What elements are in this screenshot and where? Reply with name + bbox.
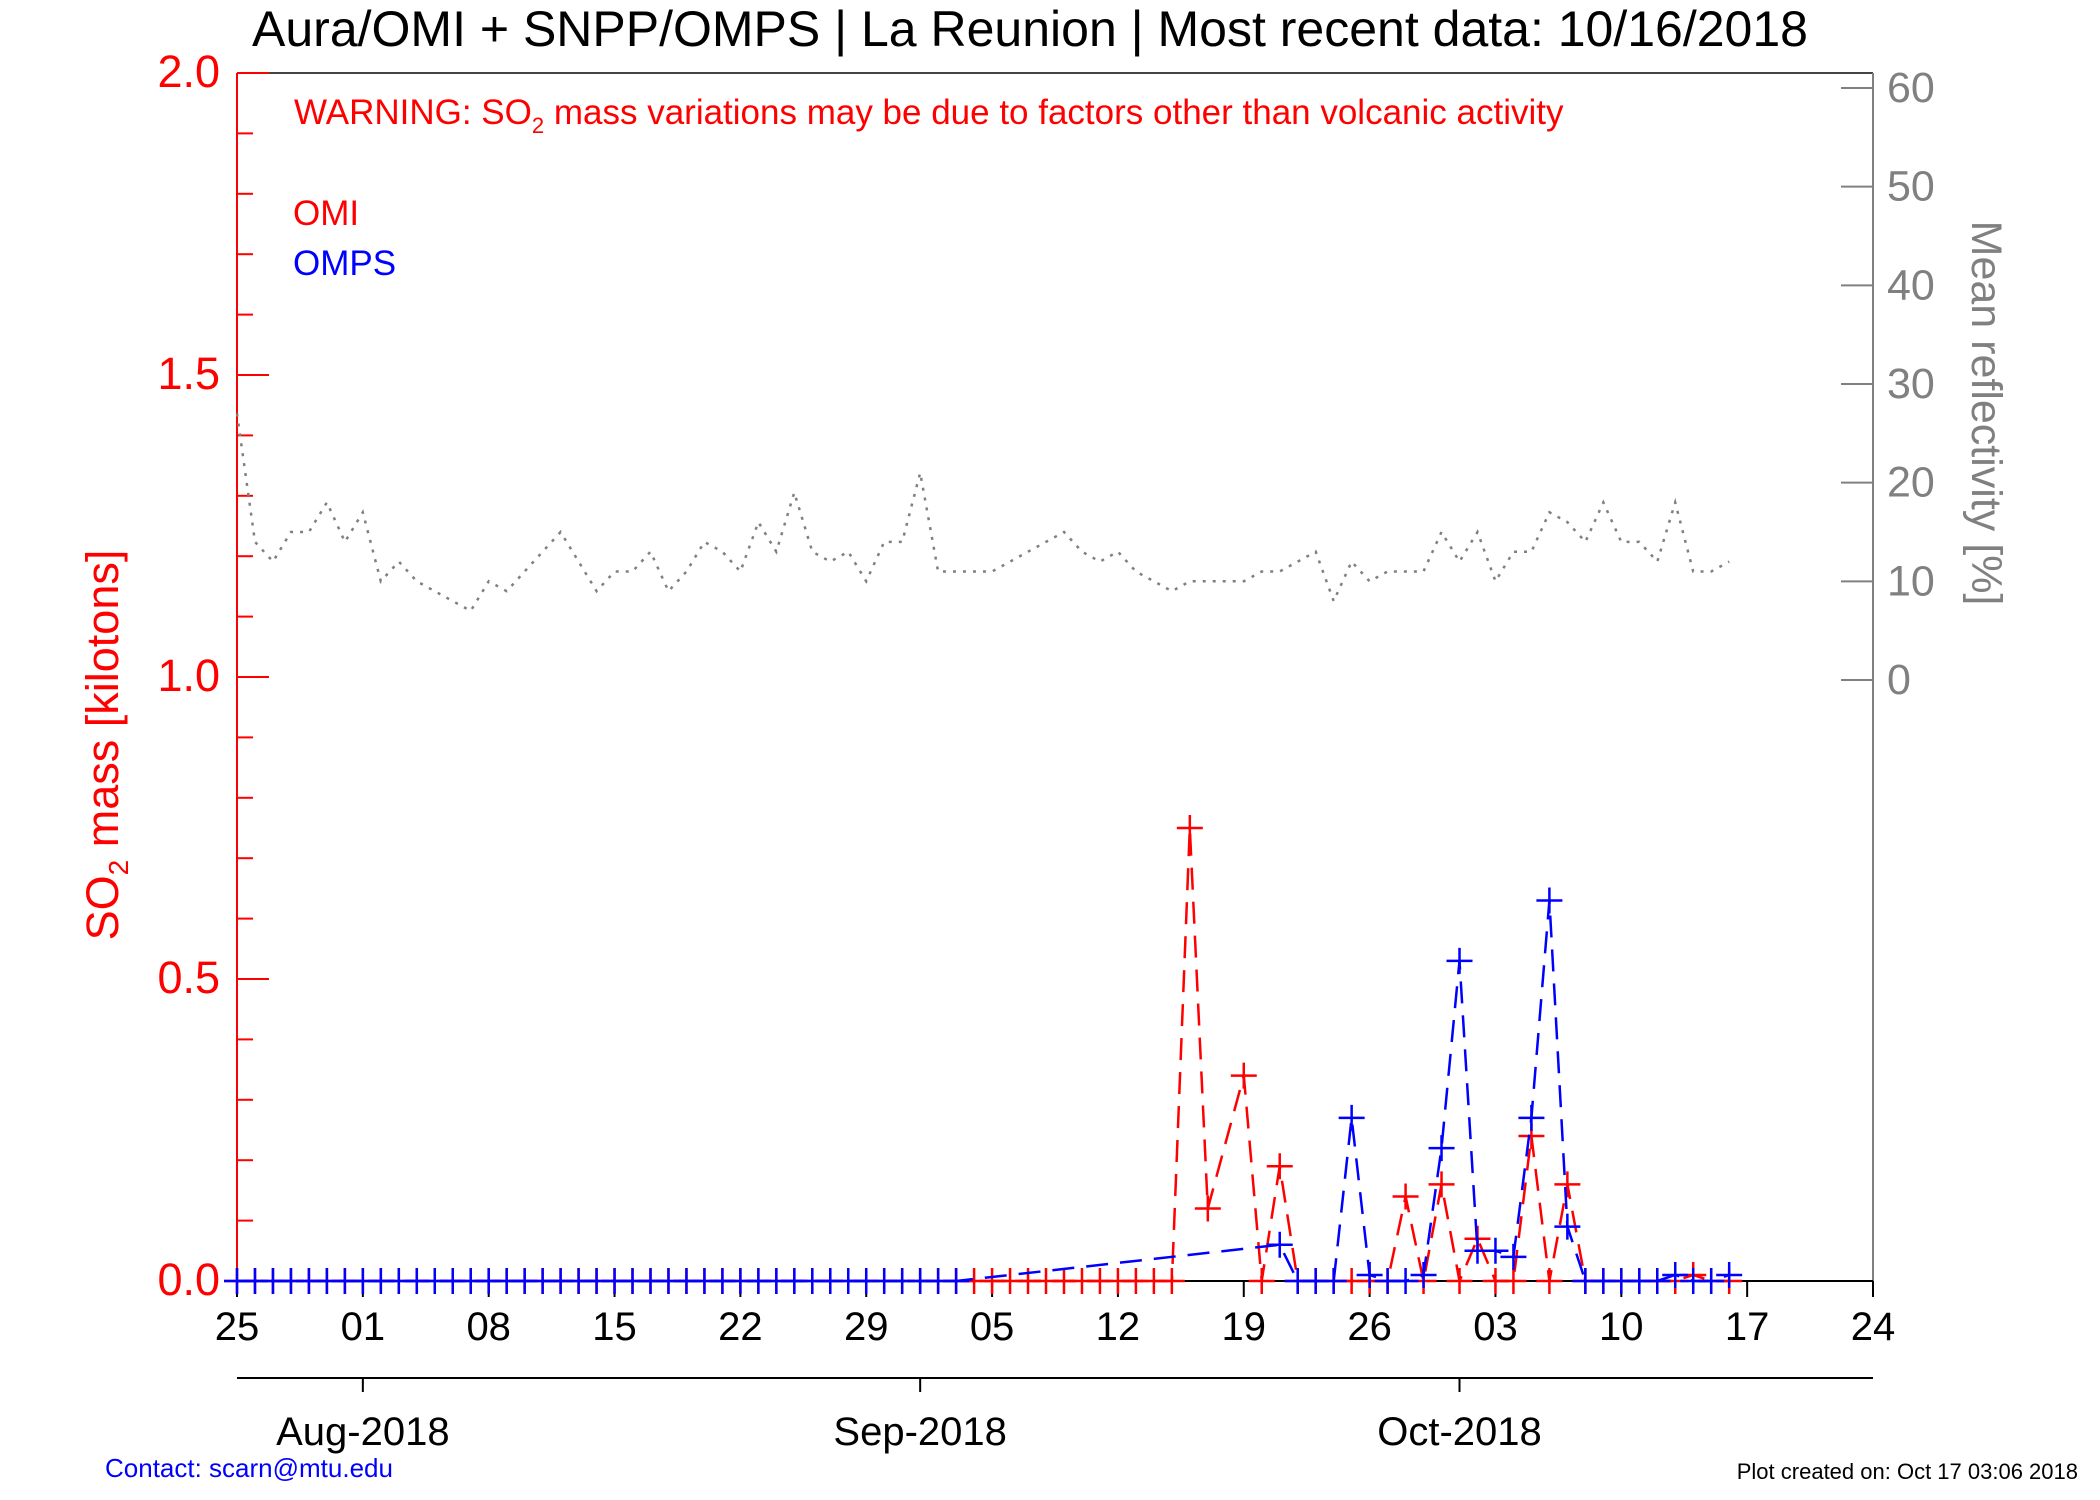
data-point-omi xyxy=(1446,1268,1473,1294)
y-axis-label-subscript: 2 xyxy=(103,860,134,876)
data-point-omps xyxy=(1482,1237,1509,1264)
y2-axis-label: Mean reflectivity [%] xyxy=(1962,221,2010,606)
x-axis-tick-label: 17 xyxy=(1725,1305,1770,1349)
series-line-mean-reflectivity xyxy=(235,413,1730,613)
y-axis-label-suffix: mass [kilotons] xyxy=(77,550,128,860)
data-point-omps xyxy=(1338,1104,1365,1131)
y-axis-tick-label: 2.0 xyxy=(157,46,220,97)
data-point-omps xyxy=(1716,1261,1743,1288)
data-point-omi xyxy=(1176,815,1203,841)
x-axis-tick-label: 15 xyxy=(592,1305,637,1349)
warning-subscript: 2 xyxy=(532,113,544,138)
data-point-omps xyxy=(1356,1261,1383,1288)
data-point-omps xyxy=(1410,1261,1437,1288)
data-point-omps xyxy=(943,1268,970,1294)
y2-axis-tick-label: 40 xyxy=(1887,261,1935,309)
legend-omps: OMPS xyxy=(293,244,396,283)
data-point-omi xyxy=(1428,1171,1455,1198)
month-label: Oct-2018 xyxy=(1377,1410,1542,1454)
x-axis-tick-label: 25 xyxy=(215,1305,260,1349)
x-axis-tick-label: 08 xyxy=(466,1305,511,1349)
data-point-omi xyxy=(1392,1183,1419,1210)
month-label: Aug-2018 xyxy=(276,1410,449,1454)
y-axis-label-prefix: SO xyxy=(77,875,128,940)
data-point-omps xyxy=(1518,1104,1545,1131)
chart-title: Aura/OMI + SNPP/OMPS | La Reunion | Most… xyxy=(252,1,1808,57)
y-axis-tick-label: 0.5 xyxy=(157,952,220,1003)
data-point-omps xyxy=(1644,1268,1671,1294)
warning-suffix: mass variations may be due to factors ot… xyxy=(544,93,1564,132)
y-axis-label: SO2 mass [kilotons] xyxy=(77,550,134,941)
y2-axis-tick-label: 0 xyxy=(1887,656,1911,704)
y2-axis-tick-label: 10 xyxy=(1887,557,1935,605)
data-point-omps xyxy=(1446,947,1473,974)
data-point-omi xyxy=(1248,1268,1275,1294)
data-point-omps xyxy=(1428,1135,1455,1162)
footer-contact: Contact: scarn@mtu.edu xyxy=(105,1453,393,1483)
data-point-omps xyxy=(1662,1261,1689,1288)
x-axis-tick-label: 19 xyxy=(1222,1305,1267,1349)
y2-axis-tick-label: 30 xyxy=(1887,360,1935,408)
plot-area: 0.0 0.5 1.0 1.5 2.0 0 10 20 30 40 50 60 25 01 08 15 22 29… xyxy=(157,46,1934,1454)
data-point-omi xyxy=(1230,1062,1257,1089)
data-point-omi xyxy=(1500,1268,1527,1294)
legend-omi: OMI xyxy=(293,194,359,233)
footer-created: Plot created on: Oct 17 03:06 2018 xyxy=(1737,1459,2078,1484)
data-point-omps xyxy=(1392,1268,1419,1294)
x-axis-tick-label: 05 xyxy=(970,1305,1015,1349)
data-point-omi xyxy=(1158,1268,1185,1294)
y2-axis-tick-label: 20 xyxy=(1887,459,1935,507)
x-axis-tick-label: 01 xyxy=(341,1305,386,1349)
y-axis-tick-label: 1.5 xyxy=(157,348,220,399)
data-point-omi xyxy=(1266,1153,1293,1180)
data-point-omi xyxy=(1554,1171,1581,1198)
data-point-omps xyxy=(1698,1268,1725,1294)
data-point-omi xyxy=(1536,1268,1563,1294)
y2-axis-tick-label: 60 xyxy=(1887,64,1935,112)
y2-axis-tick-label: 50 xyxy=(1887,163,1935,211)
month-label: Sep-2018 xyxy=(833,1410,1006,1454)
x-axis-tick-label: 26 xyxy=(1347,1305,1392,1349)
data-point-omps xyxy=(1536,887,1563,914)
y-axis-tick-label: 1.0 xyxy=(157,650,220,701)
data-point-omps xyxy=(1500,1243,1527,1270)
x-axis-tick-label: 12 xyxy=(1096,1305,1141,1349)
x-axis-tick-label: 22 xyxy=(718,1305,763,1349)
x-axis-tick-label: 24 xyxy=(1851,1305,1896,1349)
data-point-omps xyxy=(1266,1231,1293,1258)
data-point-omi xyxy=(1194,1195,1221,1222)
x-axis-tick-label: 10 xyxy=(1599,1305,1644,1349)
y-axis-tick-label: 0.0 xyxy=(157,1254,220,1305)
warning-prefix: WARNING: SO xyxy=(294,93,532,132)
x-axis-tick-label: 29 xyxy=(844,1305,889,1349)
data-point-omps xyxy=(1554,1213,1581,1240)
data-point-omps xyxy=(1320,1268,1347,1294)
x-axis-tick-label: 03 xyxy=(1473,1305,1518,1349)
warning-text: WARNING: SO2 mass variations may be due … xyxy=(294,93,1564,138)
